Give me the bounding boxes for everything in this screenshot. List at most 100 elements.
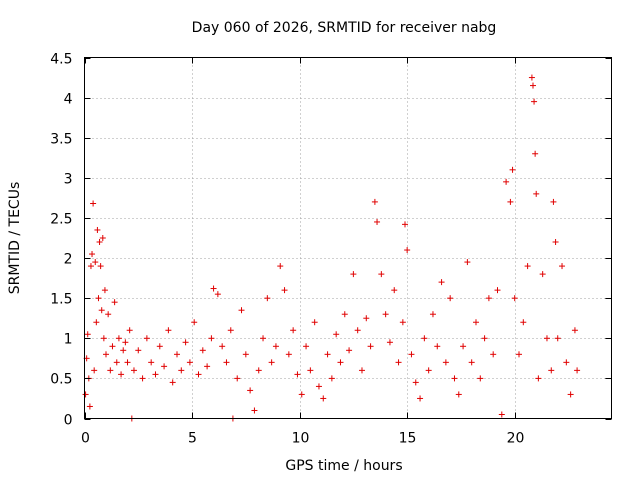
data-point <box>130 367 137 374</box>
data-point <box>563 359 570 366</box>
data-point <box>87 263 94 270</box>
y-tick-labels: 0 0.5 1 1.5 2 2.5 3 3.5 4 4.5 <box>50 52 72 429</box>
data-point <box>367 343 374 350</box>
data-point <box>242 351 249 358</box>
data-point <box>490 351 497 358</box>
x-axis-title: GPS time / hours <box>285 458 402 474</box>
data-point <box>552 239 559 246</box>
data-point <box>303 343 310 350</box>
chart-title: Day 060 of 2026, SRMTID for receiver nab… <box>192 20 497 36</box>
x-tick-label: 15 <box>399 431 417 447</box>
data-point <box>92 259 99 266</box>
data-point <box>481 335 488 342</box>
data-point <box>208 335 215 342</box>
y-tick-label: 4 <box>64 92 73 108</box>
data-point <box>559 263 566 270</box>
data-point <box>107 367 114 374</box>
data-point <box>516 351 523 358</box>
data-point <box>103 351 110 358</box>
data-point <box>277 263 284 270</box>
data-point <box>95 295 102 302</box>
data-point <box>90 200 97 207</box>
data-point <box>311 319 318 326</box>
data-point <box>333 331 340 338</box>
data-point <box>358 367 365 374</box>
data-point <box>82 391 89 398</box>
data-point <box>210 285 217 292</box>
data-point <box>374 218 381 225</box>
data-point <box>520 319 527 326</box>
data-point <box>98 307 105 314</box>
data-point <box>531 98 538 105</box>
data-point <box>391 287 398 294</box>
data-point <box>94 226 101 233</box>
data-point <box>294 371 301 378</box>
x-tick-label: 5 <box>188 431 197 447</box>
data-point <box>434 343 441 350</box>
data-point <box>328 375 335 382</box>
data-points <box>82 74 581 422</box>
data-point <box>543 335 550 342</box>
x-tick-label: 0 <box>81 431 90 447</box>
grid-lines <box>84 57 612 419</box>
data-point <box>324 351 331 358</box>
data-point <box>100 335 107 342</box>
y-tick-label: 1.5 <box>50 292 72 308</box>
data-point <box>186 359 193 366</box>
data-point <box>238 307 245 314</box>
data-point <box>290 327 297 334</box>
data-point <box>89 251 96 258</box>
data-point <box>178 367 185 374</box>
data-point <box>161 363 168 370</box>
data-point <box>307 367 314 374</box>
data-point <box>173 351 180 358</box>
data-point <box>451 375 458 382</box>
data-point <box>354 327 361 334</box>
y-tick-label: 3.5 <box>50 132 72 148</box>
data-point <box>533 190 540 197</box>
data-point <box>97 263 104 270</box>
data-point <box>524 263 531 270</box>
data-point <box>554 335 561 342</box>
data-point <box>429 311 436 318</box>
data-point <box>152 371 159 378</box>
data-point <box>378 271 385 278</box>
data-point <box>223 359 230 366</box>
y-tick-label: 2.5 <box>50 212 72 228</box>
data-point <box>285 351 292 358</box>
data-point <box>539 271 546 278</box>
data-point <box>96 239 103 246</box>
data-point <box>395 359 402 366</box>
data-point <box>320 395 327 402</box>
data-point <box>260 335 267 342</box>
data-point <box>115 335 122 342</box>
data-point <box>182 339 189 346</box>
data-point <box>113 359 120 366</box>
data-point <box>199 347 206 354</box>
data-point <box>341 311 348 318</box>
data-point <box>124 359 131 366</box>
data-point <box>386 339 393 346</box>
data-point <box>404 247 411 254</box>
data-point <box>169 379 176 386</box>
data-point <box>120 347 127 354</box>
data-point <box>447 295 454 302</box>
y-tick-label: 0 <box>64 413 73 429</box>
data-point <box>425 367 432 374</box>
data-point <box>511 295 518 302</box>
y-tick-label: 2 <box>64 252 73 268</box>
data-point <box>472 319 479 326</box>
data-point <box>455 391 462 398</box>
data-point <box>408 351 415 358</box>
data-point <box>567 391 574 398</box>
data-point <box>105 311 112 318</box>
data-point <box>402 221 409 228</box>
data-point <box>272 343 279 350</box>
data-point <box>498 411 505 418</box>
data-point <box>204 363 211 370</box>
data-point <box>507 198 514 205</box>
data-point <box>477 375 484 382</box>
data-point <box>494 287 501 294</box>
data-point <box>156 343 163 350</box>
